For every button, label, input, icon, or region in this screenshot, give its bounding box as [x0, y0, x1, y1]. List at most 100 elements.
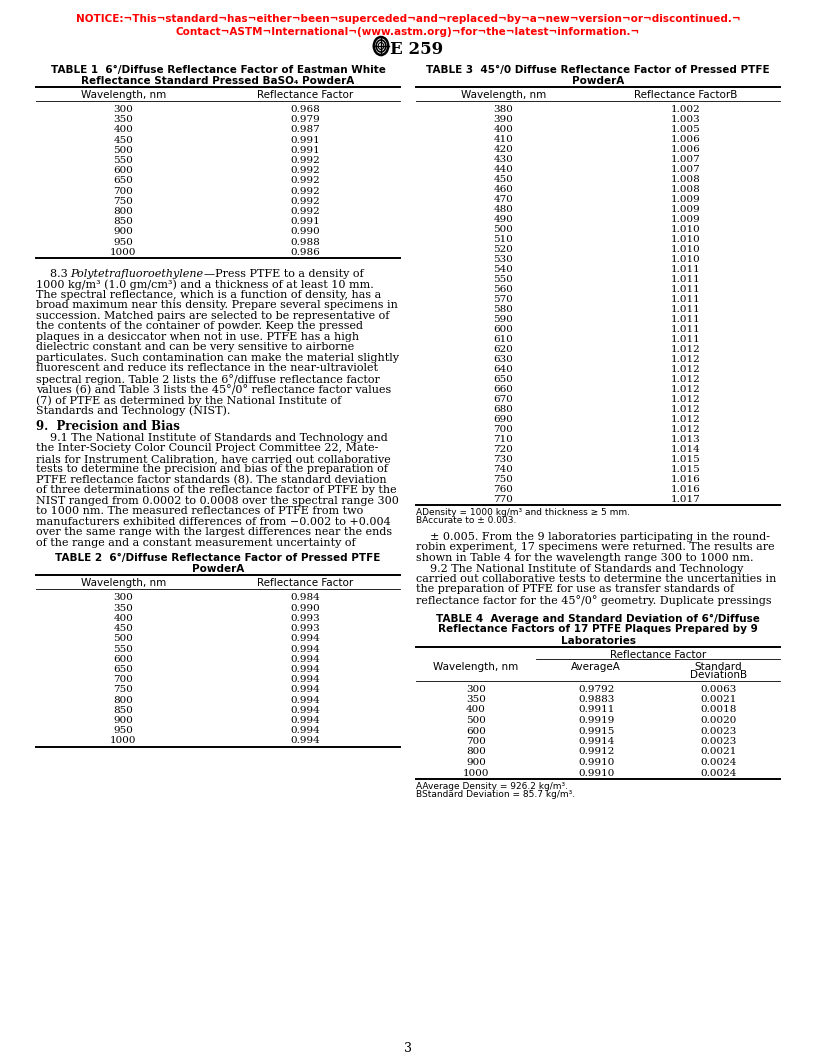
Text: 1.012: 1.012	[671, 425, 700, 434]
Text: PowderA: PowderA	[192, 565, 244, 574]
Text: 8.3: 8.3	[36, 269, 75, 279]
Text: 0.987: 0.987	[290, 126, 320, 134]
Text: 0.994: 0.994	[290, 635, 320, 643]
Text: over the same range with the largest differences near the ends: over the same range with the largest dif…	[36, 528, 392, 538]
Text: 1.012: 1.012	[671, 415, 700, 425]
Text: Reflectance Factor: Reflectance Factor	[257, 90, 353, 100]
Text: 1.002: 1.002	[671, 105, 700, 114]
Text: dielectric constant and can be very sensitive to airborne: dielectric constant and can be very sens…	[36, 342, 354, 353]
Text: 0.992: 0.992	[290, 207, 320, 216]
Text: 620: 620	[494, 345, 513, 354]
Text: values (6) and Table 3 lists the 45°/0° reflectance factor values: values (6) and Table 3 lists the 45°/0° …	[36, 384, 391, 395]
Text: 0.992: 0.992	[290, 156, 320, 165]
Text: 0.994: 0.994	[290, 696, 320, 704]
Text: 450: 450	[113, 624, 133, 634]
Text: Wavelength, nm: Wavelength, nm	[81, 579, 166, 588]
Text: 1.009: 1.009	[671, 195, 700, 204]
Text: 600: 600	[466, 727, 486, 735]
Text: 440: 440	[494, 165, 513, 174]
Text: 580: 580	[494, 305, 513, 314]
Text: 590: 590	[494, 315, 513, 324]
Text: 0.0021: 0.0021	[700, 695, 736, 704]
Text: 0.991: 0.991	[290, 135, 320, 145]
Text: 700: 700	[466, 737, 486, 746]
Text: The spectral reflectance, which is a function of density, has a: The spectral reflectance, which is a fun…	[36, 290, 381, 300]
Text: 1.012: 1.012	[671, 375, 700, 384]
Text: BStandard Deviation = 85.7 kg/m³.: BStandard Deviation = 85.7 kg/m³.	[416, 790, 575, 799]
Text: 1.008: 1.008	[671, 185, 700, 194]
Text: 0.994: 0.994	[290, 736, 320, 746]
Text: 0.0018: 0.0018	[700, 705, 736, 715]
Text: 0.9911: 0.9911	[578, 705, 614, 715]
Text: 750: 750	[494, 475, 513, 484]
Text: rials for Instrument Calibration, have carried out collaborative: rials for Instrument Calibration, have c…	[36, 454, 391, 464]
Text: 470: 470	[494, 195, 513, 204]
Text: PowderA: PowderA	[572, 76, 624, 86]
Text: 0.0024: 0.0024	[700, 769, 736, 777]
Text: of three determinations of the reflectance factor of PTFE by the: of three determinations of the reflectan…	[36, 486, 397, 495]
Text: 0.994: 0.994	[290, 685, 320, 694]
Text: 0.994: 0.994	[290, 644, 320, 654]
Text: of the range and a constant measurement uncertainty of: of the range and a constant measurement …	[36, 538, 356, 548]
Text: tests to determine the precision and bias of the preparation of: tests to determine the precision and bia…	[36, 465, 388, 474]
Text: particulates. Such contamination can make the material slightly: particulates. Such contamination can mak…	[36, 353, 399, 363]
Text: 650: 650	[113, 176, 133, 186]
Text: 9.1 The National Institute of Standards and Technology and: 9.1 The National Institute of Standards …	[36, 433, 388, 444]
Text: 350: 350	[113, 604, 133, 612]
Text: 0.0021: 0.0021	[700, 748, 736, 756]
Text: 690: 690	[494, 415, 513, 425]
Text: 650: 650	[113, 665, 133, 674]
Text: 0.994: 0.994	[290, 716, 320, 724]
Text: 0.0063: 0.0063	[700, 684, 736, 694]
Text: PTFE reflectance factor standards (8). The standard deviation: PTFE reflectance factor standards (8). T…	[36, 475, 387, 486]
Text: the preparation of PTFE for use as transfer standards of: the preparation of PTFE for use as trans…	[416, 585, 734, 595]
Text: DeviationB: DeviationB	[690, 670, 747, 679]
Text: robin experiment, 17 specimens were returned. The results are: robin experiment, 17 specimens were retu…	[416, 543, 774, 552]
Text: 770: 770	[494, 495, 513, 504]
Text: 500: 500	[113, 146, 133, 155]
Text: shown in Table 4 for the wavelength range 300 to 1000 nm.: shown in Table 4 for the wavelength rang…	[416, 553, 753, 563]
Text: 1.011: 1.011	[671, 325, 700, 334]
Text: 1.011: 1.011	[671, 315, 700, 324]
Text: 1.011: 1.011	[671, 295, 700, 304]
Text: 510: 510	[494, 235, 513, 244]
Text: 0.984: 0.984	[290, 593, 320, 603]
Text: 550: 550	[113, 156, 133, 165]
Text: NOTICE:¬This¬standard¬has¬either¬been¬superceded¬and¬replaced¬by¬a¬new¬version¬o: NOTICE:¬This¬standard¬has¬either¬been¬su…	[76, 14, 740, 24]
Text: 1.012: 1.012	[671, 345, 700, 354]
Text: 1.011: 1.011	[671, 265, 700, 274]
Text: succession. Matched pairs are selected to be representative of: succession. Matched pairs are selected t…	[36, 312, 389, 321]
Text: 500: 500	[113, 635, 133, 643]
Text: 300: 300	[113, 105, 133, 114]
Text: 730: 730	[494, 455, 513, 464]
Text: Standard: Standard	[694, 661, 742, 672]
Text: 900: 900	[466, 758, 486, 767]
Text: ± 0.005. From the 9 laboratories participating in the round-: ± 0.005. From the 9 laboratories partici…	[416, 532, 770, 542]
Text: 740: 740	[494, 465, 513, 474]
Text: 300: 300	[113, 593, 133, 603]
Text: 720: 720	[494, 445, 513, 454]
Text: 0.992: 0.992	[290, 166, 320, 175]
Text: 0.991: 0.991	[290, 146, 320, 155]
Text: 0.994: 0.994	[290, 655, 320, 664]
Text: Laboratories: Laboratories	[561, 636, 636, 645]
Text: 1000: 1000	[110, 248, 136, 257]
Text: 1.012: 1.012	[671, 365, 700, 374]
Text: 0.992: 0.992	[290, 187, 320, 195]
Text: 850: 850	[113, 705, 133, 715]
Text: 1.007: 1.007	[671, 155, 700, 164]
Text: 420: 420	[494, 145, 513, 154]
Text: 1.017: 1.017	[671, 495, 700, 504]
Text: 710: 710	[494, 435, 513, 444]
Text: TABLE 2  6°/Diffuse Reflectance Factor of Pressed PTFE: TABLE 2 6°/Diffuse Reflectance Factor of…	[55, 553, 381, 564]
Text: 0.988: 0.988	[290, 238, 320, 247]
Text: 400: 400	[466, 705, 486, 715]
Text: 0.991: 0.991	[290, 218, 320, 226]
Text: the contents of the container of powder. Keep the pressed: the contents of the container of powder.…	[36, 321, 363, 332]
Text: 1.009: 1.009	[671, 215, 700, 224]
Text: 850: 850	[113, 218, 133, 226]
Text: 1.007: 1.007	[671, 165, 700, 174]
Text: 0.992: 0.992	[290, 176, 320, 186]
Text: 0.9919: 0.9919	[578, 716, 614, 725]
Text: ADensity = 1000 kg/m³ and thickness ≥ 5 mm.: ADensity = 1000 kg/m³ and thickness ≥ 5 …	[416, 508, 630, 517]
